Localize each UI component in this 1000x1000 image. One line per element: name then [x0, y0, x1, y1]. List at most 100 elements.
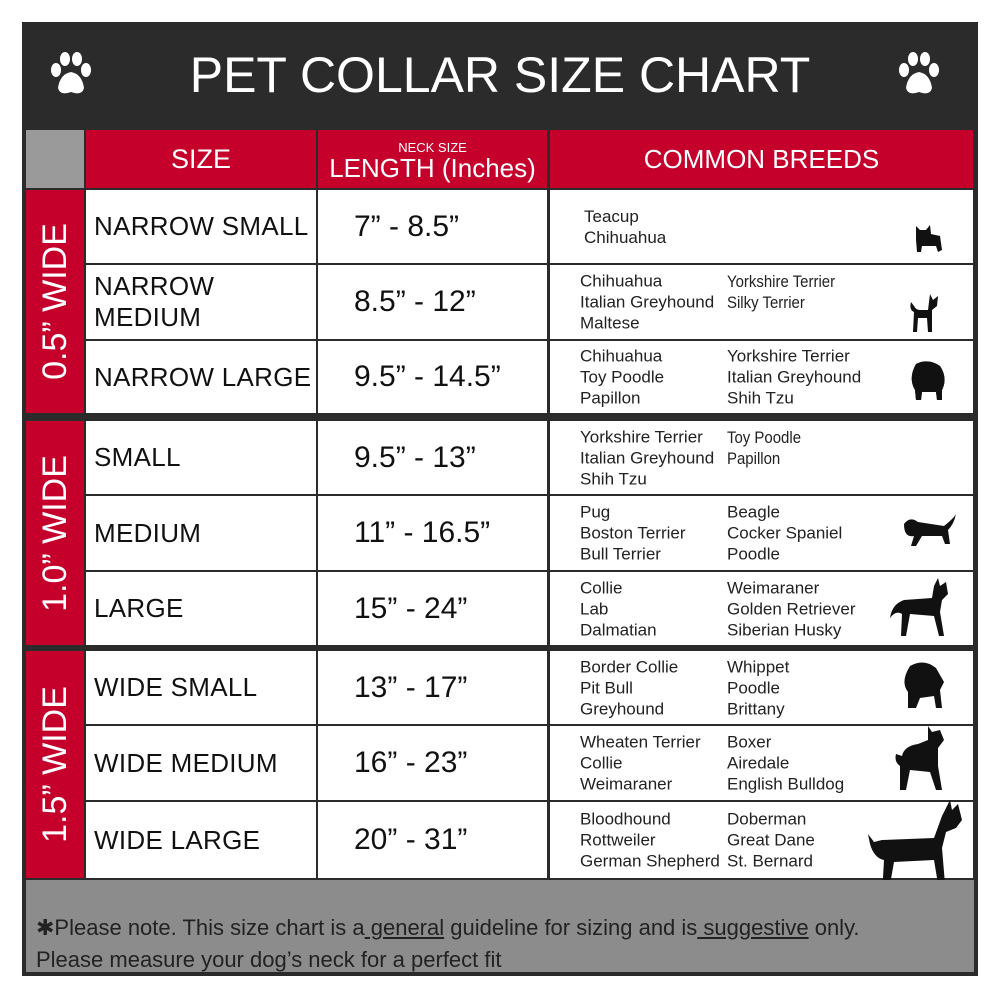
header-size-label: SIZE	[170, 143, 231, 174]
breed-name: Teacup	[584, 206, 639, 226]
paw-icon	[51, 52, 91, 94]
size-label: NARROW MEDIUM	[94, 271, 215, 332]
breed-name: English Bulldog	[727, 774, 845, 794]
size-cell: NARROW MEDIUM	[86, 265, 316, 339]
size-label: SMALL	[94, 442, 181, 472]
breeds-list-left: Wheaten Terrier Collie Weimaraner	[580, 732, 701, 795]
paw-icon	[899, 52, 939, 94]
breed-name: Rottweiler	[580, 830, 656, 850]
breed-name: Chihuahua	[584, 227, 667, 247]
breed-name: Italian Greyhound	[580, 292, 715, 312]
breed-name: Italian Greyhound	[580, 448, 715, 467]
size-cell: SMALL	[86, 421, 316, 494]
breed-name: Papillon	[580, 388, 641, 408]
breeds-cell: Pug Boston Terrier Bull Terrier Beagle Cocke…	[550, 496, 973, 570]
pomeranian-silhouette-icon	[911, 361, 945, 400]
breeds-list-right: Whippet Poodle Brittany	[727, 656, 789, 719]
breed-name: Brittany	[727, 699, 785, 718]
breeds-cell: Bloodhound Rottweiler German Shepherd Dober…	[550, 802, 973, 878]
length-value: 8.5” - 12”	[354, 285, 476, 318]
width-group-text: 1.5” WIDE	[35, 686, 74, 843]
breeds-list-left: Border Collie Pit Bull Greyhound	[580, 656, 678, 719]
breeds-list-right: Yorkshire Terrier Italian Greyhound Shih T…	[727, 346, 861, 409]
breed-name: Bull Terrier	[580, 544, 661, 564]
breeds-list-right: Boxer Airedale English Bulldog	[727, 732, 844, 795]
breeds-cell: Teacup Chihuahua	[550, 190, 973, 263]
breeds-list-right: Beagle Cocker Spaniel Poodle	[727, 502, 842, 565]
breed-name: Greyhound	[580, 699, 665, 718]
breed-name: Great Dane	[727, 830, 815, 850]
size-cell: NARROW LARGE	[86, 341, 316, 413]
breed-name: Dalmatian	[580, 620, 657, 639]
breed-name: Papillon	[727, 449, 781, 468]
footer-text: ✱Please note. This size chart is a	[36, 915, 365, 940]
size-label: WIDE LARGE	[94, 824, 261, 855]
footer-text: only.	[808, 915, 860, 940]
breeds-cell: Chihuahua Italian Greyhound Maltese Yorkshi…	[550, 265, 973, 339]
length-cell: 9.5” - 14.5”	[318, 341, 547, 413]
breed-name: Doberman	[727, 809, 807, 829]
breed-name: Yorkshire Terrier	[727, 272, 836, 291]
breeds-list-left: Chihuahua Italian Greyhound Maltese	[580, 271, 714, 334]
footer-underline-general: general	[364, 915, 445, 940]
breeds-list-right: Toy Poodle Papillon	[727, 427, 801, 469]
breed-name: Toy Poodle	[580, 367, 665, 387]
size-label: WIDE MEDIUM	[94, 747, 278, 778]
length-value: 16” - 23”	[354, 746, 468, 779]
breed-name: Pug	[580, 502, 611, 522]
yorkie-silhouette-icon	[916, 225, 942, 252]
header-size: SIZE	[86, 130, 316, 188]
footer-text: guideline for sizing and is	[444, 915, 698, 940]
breed-name: Collie	[580, 753, 623, 773]
breed-name: Boxer	[727, 732, 772, 752]
header-breeds-label: COMMON BREEDS	[643, 143, 880, 174]
breed-name: Pit Bull	[580, 678, 633, 697]
size-label: MEDIUM	[94, 517, 202, 548]
length-value: 20” - 31”	[354, 823, 468, 856]
breed-name: Bloodhound	[580, 809, 671, 829]
size-cell: WIDE SMALL	[86, 651, 316, 724]
breed-name: Yorkshire Terrier	[727, 346, 850, 366]
breeds-cell: Border Collie Pit Bull Greyhound Whippet Poo…	[550, 651, 973, 724]
dachshund-silhouette-icon	[904, 514, 956, 546]
breeds-list-left: Teacup Chihuahua	[584, 206, 666, 248]
breeds-cell: Yorkshire Terrier Italian Greyhound Shih T…	[550, 421, 973, 494]
breeds-list-left: Chihuahua Toy Poodle Papillon	[580, 346, 664, 409]
page-title: PET COLLAR SIZE CHART	[189, 47, 811, 103]
header-length-label: LENGTH (Inches)	[329, 152, 536, 183]
size-cell: MEDIUM	[86, 496, 316, 570]
breeds-list-right: Doberman Great Dane St. Bernard	[727, 809, 815, 872]
breed-name: Cocker Spaniel	[727, 523, 843, 543]
length-cell: 16” - 23”	[318, 726, 547, 800]
breed-name: Poodle	[727, 678, 780, 697]
footer-underline-suggestive: suggestive	[697, 915, 809, 940]
size-cell: NARROW SMALL	[86, 190, 316, 263]
length-value: 11” - 16.5”	[354, 516, 491, 549]
length-cell: 7” - 8.5”	[318, 190, 547, 263]
width-group-text: 0.5” WIDE	[35, 223, 74, 380]
chihuahua-silhouette-icon	[910, 294, 938, 332]
footer-line2: Please measure your dog’s neck for a per…	[36, 947, 502, 972]
length-value: 9.5” - 13”	[354, 440, 476, 474]
breed-name: Yorkshire Terrier	[580, 427, 703, 446]
breed-name: Poodle	[727, 544, 780, 564]
breed-name: St. Bernard	[727, 851, 813, 871]
corner-cell	[26, 130, 84, 188]
size-cell: LARGE	[86, 572, 316, 645]
breed-name: Chihuahua	[580, 346, 663, 366]
footer-note: ✱Please note. This size chart is a gener…	[26, 880, 974, 972]
bulldog-silhouette-icon	[904, 662, 944, 708]
breeds-list-left: Bloodhound Rottweiler German Shepherd	[580, 809, 720, 872]
header-breeds: COMMON BREEDS	[550, 130, 973, 188]
breeds-list-left: Collie Lab Dalmatian	[580, 577, 657, 640]
size-cell: WIDE LARGE	[86, 802, 316, 878]
breed-name: Italian Greyhound	[727, 367, 862, 387]
breeds-list-left: Yorkshire Terrier Italian Greyhound Shih T…	[580, 426, 714, 489]
shepherd-silhouette-icon	[890, 578, 948, 636]
width-group-text: 1.0” WIDE	[35, 454, 74, 612]
breed-name: Weimaraner	[580, 774, 673, 794]
breed-name: Maltese	[580, 313, 640, 333]
breed-name: Shih Tzu	[727, 388, 794, 408]
breed-name: Silky Terrier	[727, 293, 805, 312]
length-cell: 13” - 17”	[318, 651, 547, 724]
